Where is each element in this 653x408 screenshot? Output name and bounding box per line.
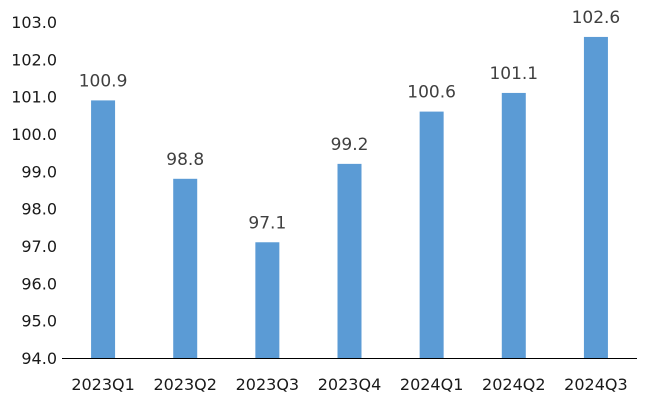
bar-2023q3 [255,242,280,358]
bar-2023q4 [337,163,362,358]
bars [91,36,608,359]
y-tick-label: 100.0 [11,125,57,144]
x-tick-label: 2023Q2 [153,375,217,394]
x-tick-label: 2023Q3 [236,375,300,394]
y-tick-label: 101.0 [11,88,57,107]
data-label: 98.8 [166,150,204,170]
x-tick-label: 2024Q3 [564,375,628,394]
y-tick-label: 99.0 [21,162,57,181]
y-axis-ticks: 94.0 95.0 96.0 97.0 98.0 99.0 100.0 101.0 102.0 1… [11,13,57,368]
data-label: 97.1 [248,213,286,233]
x-axis-ticks: 2023Q1 2023Q2 2023Q3 2023Q4 2024Q1 2024Q2 2024… [71,375,627,394]
y-tick-label: 97.0 [21,237,57,256]
bar-2023q1 [91,100,116,359]
x-tick-label: 2023Q4 [318,375,382,394]
y-tick-label: 102.0 [11,50,57,69]
bar-2024q3 [583,36,608,358]
bar-2023q2 [173,178,198,358]
x-tick-label: 2024Q1 [400,375,464,394]
x-tick-label: 2024Q2 [482,375,546,394]
y-tick-label: 94.0 [21,349,57,368]
y-tick-label: 95.0 [21,312,57,331]
data-label: 100.9 [79,71,128,91]
data-label: 100.6 [407,83,456,103]
y-tick-label: 96.0 [21,274,57,293]
data-label: 101.1 [489,64,538,84]
y-tick-label: 103.0 [11,13,57,32]
data-label: 99.2 [331,135,369,155]
y-tick-label: 98.0 [21,200,57,219]
x-tick-label: 2023Q1 [71,375,135,394]
data-labels: 100.9 98.8 97.1 99.2 100.6 101.1 102.6 [79,8,621,233]
bar-2024q2 [501,92,526,358]
bar-2024q1 [419,111,444,358]
data-label: 102.6 [572,8,621,28]
